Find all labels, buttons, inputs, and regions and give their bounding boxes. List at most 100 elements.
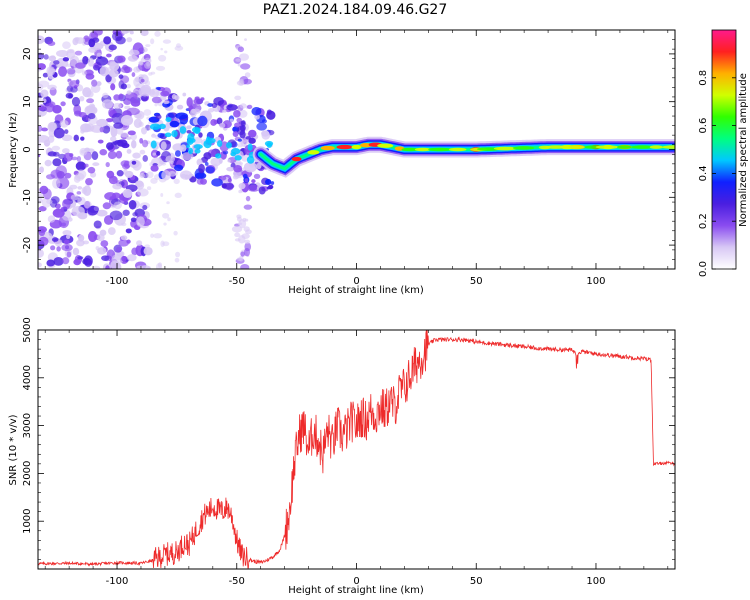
spectrum-blob [222, 109, 227, 113]
spectrum-blob [107, 227, 116, 236]
spectrum-blob [111, 31, 123, 42]
y-tick-label: 1000 [22, 508, 33, 533]
spectrum-blob [211, 178, 223, 187]
spectrum-blob [116, 139, 128, 147]
spectrum-blob [111, 112, 124, 124]
spectrum-blob [198, 163, 205, 174]
spectrum-blob [186, 97, 193, 107]
spectrum-blob [108, 44, 117, 51]
spectrum-blob [237, 222, 243, 226]
ridge-segment [448, 147, 467, 152]
spectrum-blob [128, 49, 140, 56]
spectrum-blob [215, 153, 222, 159]
spectrum-blob [79, 96, 85, 102]
spectrum-blob [150, 233, 155, 238]
spectrum-blob [75, 62, 86, 69]
x-tick-label: -100 [106, 576, 129, 587]
spectrum-blob [116, 170, 124, 177]
spectrum-blob [118, 239, 129, 247]
spectrum-blob [56, 246, 61, 252]
spectrum-blob [38, 135, 50, 143]
spectrum-blob [237, 46, 245, 53]
spectrum-blob [105, 265, 110, 269]
spectrum-blob [102, 125, 111, 134]
spectrum-blob [234, 95, 242, 101]
spectrum-blob [131, 160, 137, 165]
spectrum-blob [149, 123, 161, 130]
spectrum-blob [76, 156, 82, 163]
spectrum-blob [164, 50, 168, 54]
spectrogram-y-label: Frequency (Hz) [8, 112, 19, 188]
spectrum-blob [233, 110, 241, 118]
spectrum-blob [82, 87, 92, 98]
spectrum-blob [47, 40, 56, 46]
spectrum-blob [180, 173, 187, 178]
spectrum-blob [109, 196, 115, 200]
spectrum-blob [85, 177, 93, 186]
spectrum-blob [62, 229, 72, 236]
snr-x-ticks: -100 -50 0 50 100 [44, 330, 669, 587]
spectrum-blob [126, 90, 132, 95]
spectrum-blob [137, 188, 149, 197]
ridge-hotspot [307, 150, 320, 155]
spectrum-blob [126, 37, 133, 43]
spectrum-blob [234, 232, 241, 238]
spectrum-blob [155, 263, 162, 269]
spectrum-blob [62, 57, 70, 62]
spectrum-blob [141, 127, 148, 135]
spectrum-blob [194, 148, 201, 154]
spectrum-blob [65, 234, 71, 240]
spectrum-blob [204, 161, 209, 166]
spectrum-blob [142, 204, 148, 211]
spectrum-blob [92, 162, 100, 167]
spectrum-blob [53, 257, 64, 266]
spectrum-blob [203, 152, 212, 160]
spectrum-blob [99, 126, 105, 133]
spectrum-blob [193, 98, 203, 105]
spectrum-blob [186, 125, 192, 130]
spectrum-blob [247, 129, 257, 138]
spectrum-blob [65, 92, 74, 99]
spectrum-blob [182, 92, 187, 97]
snr-y-label: SNR (10 * v/v) [8, 414, 19, 485]
spectrum-blob [70, 86, 78, 93]
colorbar-tick-label: 0.8 [698, 70, 709, 86]
spectrum-blob [227, 159, 231, 163]
spectrum-blob [81, 187, 88, 194]
spectrum-blob [173, 230, 178, 236]
spectrum-blob [38, 154, 41, 158]
spectrum-blob [245, 195, 251, 202]
x-tick-label: -50 [229, 276, 245, 287]
spectrum-blob [69, 80, 80, 89]
spectrum-blob [78, 234, 85, 242]
spectrum-blob [219, 122, 226, 129]
snr-x-label: Height of straight line (km) [288, 585, 424, 596]
spectrum-blob [97, 247, 107, 255]
spectrum-blob [93, 64, 100, 71]
spectrum-blob [66, 68, 76, 75]
spectrum-blob [126, 83, 132, 89]
spectrum-blob [122, 64, 129, 71]
colorbar-tick-label: 0.4 [698, 165, 709, 181]
spectrum-blob [151, 96, 163, 104]
spectrum-blob [198, 132, 203, 138]
spectrum-blob [238, 109, 248, 118]
spectrum-blob [120, 83, 127, 90]
spectrum-blob [244, 239, 251, 244]
spectrogram-ridge [252, 136, 675, 178]
spectrum-blob [189, 176, 197, 183]
spectrum-blob [150, 165, 159, 172]
spectrum-blob [62, 148, 70, 154]
spectrum-blob [111, 254, 124, 265]
spectrum-blob [43, 54, 49, 60]
spectrum-blob [88, 47, 97, 53]
snr-plot-area [38, 330, 675, 569]
spectrum-blob [87, 112, 96, 120]
spectrum-blob [69, 153, 74, 158]
spectrum-blob [99, 66, 109, 77]
spectrum-blob [139, 149, 146, 155]
spectrum-blob [41, 127, 48, 132]
spectrum-blob [47, 215, 56, 223]
spectrum-blob [232, 131, 239, 138]
spectrum-blob [63, 239, 70, 245]
